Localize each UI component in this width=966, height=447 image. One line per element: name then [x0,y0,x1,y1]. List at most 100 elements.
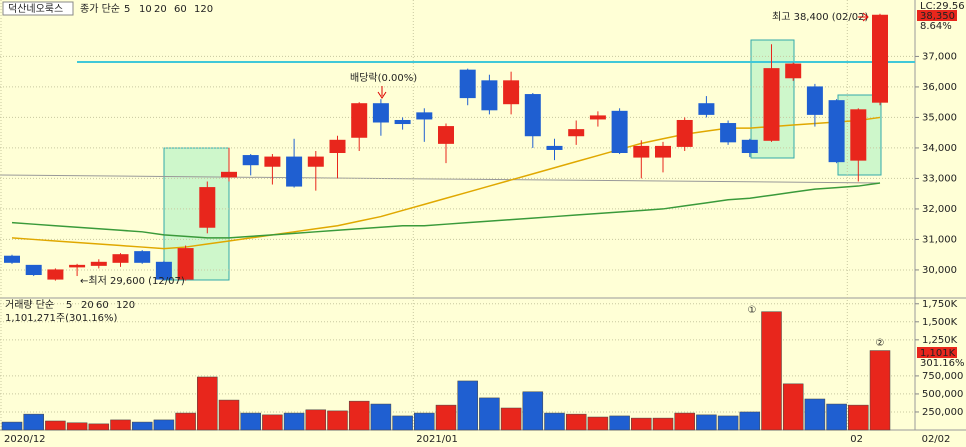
y-tick-label: 33,000 [922,173,957,184]
candle-body [134,251,151,263]
volume-bar [45,420,66,431]
candle-body [177,248,194,280]
legend-entry: 5 [124,4,130,15]
y-tick-label: 31,000 [922,234,957,245]
volume-bar [88,423,110,431]
volume-bar [457,380,478,431]
candle-body [351,103,368,138]
candle-body [481,80,498,111]
chart-title: 덕산네오룩스 [8,3,63,15]
candle-body [112,254,129,263]
y-tick-label: 500,000 [922,389,963,400]
candle-body [25,264,42,276]
volume-bar [414,412,435,431]
volume-bar [804,398,826,431]
volume-bar [544,412,565,431]
candle-body [589,115,606,120]
volume-bar [283,412,305,431]
candle-body [524,94,541,137]
volume-bar [609,415,630,431]
candle-body [655,145,671,158]
candle-body [199,187,216,228]
event-arrow [377,86,387,99]
volume-bar [587,416,609,431]
candle-body [394,119,411,125]
volume-bar [565,413,587,431]
volume-bar [153,419,175,431]
legend-entry: 60 [174,4,187,15]
volume-bar [782,383,804,431]
event-annotation: 배당락(0.00%) [350,72,417,84]
volume-bar [327,410,348,431]
y-tick-label: 250,000 [922,407,963,418]
candle-body [4,255,20,263]
x-tick-label: 2021/01 [416,434,458,445]
volume-bar [500,407,522,431]
volume-bar [262,414,283,431]
volume-bar [23,413,44,431]
volume-bar [218,399,240,431]
ratio-label: 301.16% [920,358,965,369]
candle-body [785,63,802,79]
volume-bar [826,403,847,431]
candle-body [286,156,303,187]
volume-bar [761,311,782,431]
volume-bar [66,422,88,431]
change-label: 8.64% [920,21,952,32]
volume-bar [522,391,544,431]
title-box [2,1,74,16]
candle-body [546,145,563,150]
volume-bar [392,415,413,431]
legend-entry: 20 [81,300,94,311]
y-tick-label: 1,250K [922,335,958,346]
candle-body [806,86,823,115]
volume-bar [240,412,261,431]
plot [0,0,919,431]
end-date: 02/02 [922,434,951,445]
volume-title: 거래량 단순 [5,299,54,311]
volume-bar [175,412,196,431]
candle-body [872,14,888,103]
volume-bar [652,417,674,431]
volume-bar [370,403,392,431]
volume-bar [348,400,370,431]
candle-body [611,110,628,154]
volume-bar [869,350,891,431]
volume-bar [717,415,739,431]
candle-body [47,269,64,280]
candle-body [329,139,346,154]
candle-body [741,139,758,154]
candle-body [828,100,845,163]
legend-entry: 20 [154,4,167,15]
reference-line [0,174,881,184]
candle-body [155,261,172,280]
legend-entry: 120 [116,300,135,311]
volume-bar [435,404,457,431]
volume-bar [197,376,218,431]
volume-label-box [917,347,957,358]
y-tick-label: 1,500K [922,317,958,328]
legend-entry: 10 [139,4,152,15]
y-tick-label: 34,000 [922,143,957,154]
high-annotation: 최고 38,400 (02/02) [772,11,868,23]
volume-bar [848,404,869,431]
candle-body [307,156,324,167]
volume-bar [479,397,500,431]
y-tick-label: 30,000 [922,265,957,276]
candle-body [503,80,520,105]
candle-body [242,155,259,166]
volume-bar [696,414,717,431]
corner-label: LC:29.56 [920,1,965,12]
x-tick-label: 2020/12 [4,434,46,445]
volume-info: 1,101,271주(301.16%) [5,313,117,324]
legend-entry: 5 [66,300,72,311]
y-tick-label: 1,750K [922,299,958,310]
low-annotation: ←최저 29,600 (12/07) [80,275,185,287]
volume-bar [631,417,652,431]
y-tick-label: 37,000 [922,51,957,62]
volume-label: 1,101K [920,348,956,359]
y-tick-label: 35,000 [922,112,957,123]
volume-bar [739,411,761,431]
